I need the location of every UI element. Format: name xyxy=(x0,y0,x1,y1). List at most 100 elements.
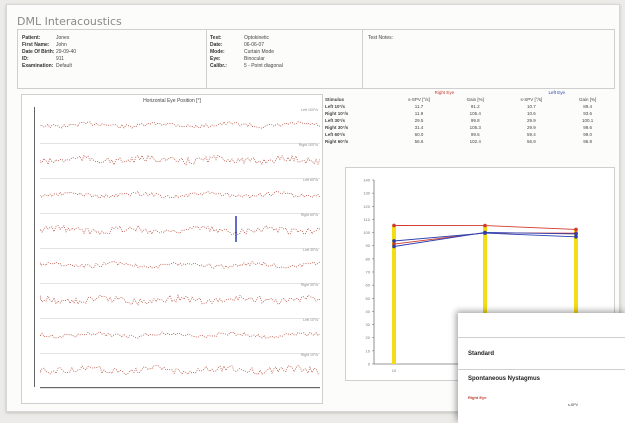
test-key: Test: xyxy=(210,35,222,41)
table-cell: Left 10°/s xyxy=(325,104,346,109)
patient-info: Patient: Jones First Name: John Date Of Birt… xyxy=(22,35,76,70)
eye-position-plot: Horizontal Eye Position [°] Left 100°/s R… xyxy=(21,94,323,404)
series-point xyxy=(392,244,396,249)
test-value: 5 - Point diagonal xyxy=(244,63,283,69)
patient-row: First Name: John xyxy=(22,42,76,49)
table-cell: 99.5 xyxy=(470,132,480,137)
strip-label: Left 10°/s xyxy=(303,318,318,322)
table-cell: 100.1 xyxy=(581,118,594,123)
test-notes-label: Test Notes: xyxy=(368,35,394,41)
table-header-cell: Gain [%] xyxy=(466,97,484,102)
gain-chart-svg: 0102030405060708090100110120130140103060 xyxy=(363,178,596,373)
table-cell: 105.3 xyxy=(469,125,481,130)
test-key: Eye: xyxy=(210,56,221,62)
strip-label: Left 60°/s xyxy=(303,178,318,182)
y-tick-label: 90 xyxy=(366,243,371,248)
table-header-cell: Gain [%] xyxy=(578,97,597,102)
inset-standard-label: Standard xyxy=(468,351,495,357)
inset-title: Spontaneous Nystagmus xyxy=(468,376,541,382)
table-cell: 99.6 xyxy=(583,125,592,130)
strip-label: Right 100°/s xyxy=(298,143,318,147)
series-point xyxy=(574,232,578,236)
trace-strip: Right 100°/s xyxy=(39,142,321,179)
eye-trace-line xyxy=(39,154,321,166)
trace-strip: Left 60°/s xyxy=(39,177,321,214)
eye-trace-line xyxy=(39,261,321,269)
table-cell: 91.2 xyxy=(470,104,480,109)
patient-value: 911 xyxy=(56,56,64,62)
strip-label: Right 10°/s xyxy=(300,353,318,357)
y-tick-label: 80 xyxy=(366,256,371,261)
table-cell: 99.8 xyxy=(470,118,480,123)
patient-key: Date Of Birth: xyxy=(22,49,55,55)
series-point xyxy=(483,223,487,228)
table-header-cell: Stimulus xyxy=(325,97,345,102)
report-header: Patient: Jones First Name: John Date Of Birt… xyxy=(17,29,615,89)
test-row: Date: 06-06-07 xyxy=(210,42,283,49)
trace-svg xyxy=(39,121,321,129)
table-cell: 10.6 xyxy=(527,111,536,116)
series-point xyxy=(574,227,578,232)
table-cell: 105.4 xyxy=(469,111,481,116)
test-row: Test: Optokinetic xyxy=(210,35,283,42)
eye-trace-line xyxy=(39,121,321,129)
table-row: Right 10°/s 11.9 105.4 10.6 93.6 xyxy=(323,110,613,117)
test-value: Curtain Mode xyxy=(244,49,275,55)
test-value: 06-06-07 xyxy=(244,42,265,48)
table-cell: 11.9 xyxy=(414,111,424,116)
test-info: Test: Optokinetic Date: 06-06-07 Mode: Curtai… xyxy=(210,35,283,70)
trace-svg xyxy=(39,190,321,199)
test-row: Eye: Binocular xyxy=(210,56,283,63)
strip-label: Right 30°/s xyxy=(300,283,318,287)
y-tick-label: 70 xyxy=(366,270,371,275)
trace-strip: Right 60°/s xyxy=(39,212,321,249)
eye-trace-line xyxy=(39,294,321,306)
strip-label: Left 30°/s xyxy=(303,248,318,252)
patient-row: Examination: Default xyxy=(22,63,76,70)
table-cell: Left 30°/s xyxy=(325,118,346,123)
y-tick-label: 0 xyxy=(368,362,371,367)
test-value: Binocular xyxy=(244,56,265,62)
table-cell: 99.0 xyxy=(583,132,592,137)
trace-svg xyxy=(39,331,321,339)
test-row: Calibr.: 5 - Point diagonal xyxy=(210,63,283,70)
plot-title: Horizontal Eye Position [°] xyxy=(143,98,201,104)
table-cell: 89.4 xyxy=(583,104,592,109)
trace-svg xyxy=(39,154,321,166)
brand-title: DML Interacoustics xyxy=(17,15,122,28)
patient-key: ID: xyxy=(22,56,29,62)
table-row: Right 30°/s 31.4 105.3 29.9 99.6 xyxy=(323,124,613,131)
trace-strip: Left 10°/s xyxy=(39,317,321,354)
table-cell: Right 60°/s xyxy=(325,139,349,144)
x-tick-label: 10 xyxy=(392,368,397,373)
table-cell: Right 30°/s xyxy=(325,125,349,130)
strip-label: Right 60°/s xyxy=(300,213,318,217)
table-row: Left 60°/s 60.0 99.5 59.4 99.0 xyxy=(323,131,613,138)
table-cell: 29.9 xyxy=(527,125,536,130)
trace-svg xyxy=(39,261,321,269)
eye-trace-line xyxy=(39,190,321,199)
series-point xyxy=(574,234,578,239)
patient-value: 29-09-40 xyxy=(56,49,77,55)
table-cell: 56.9 xyxy=(527,139,536,144)
y-tick-label: 40 xyxy=(366,309,371,314)
table-cell: 29.5 xyxy=(414,118,424,123)
table-row: Left 30°/s 29.5 99.8 29.9 100.1 xyxy=(323,117,613,124)
right-eye-header: Right Eye xyxy=(434,90,455,95)
trace-svg xyxy=(39,294,321,306)
y-tick-label: 110 xyxy=(364,217,371,222)
y-tick-label: 140 xyxy=(363,178,370,183)
table-cell: 102.4 xyxy=(469,139,481,144)
patient-row: Date Of Birth: 29-09-40 xyxy=(22,49,76,56)
table-cell: 96.8 xyxy=(583,139,592,144)
trace-strip: Left 100°/s xyxy=(39,107,321,144)
patient-value: John xyxy=(56,42,67,48)
table-cell: 31.4 xyxy=(414,125,424,130)
test-row: Mode: Curtain Mode xyxy=(210,49,283,56)
table-header-cell: s-SPV [°/s] xyxy=(520,97,543,102)
y-tick-label: 20 xyxy=(366,335,371,340)
patient-value: Jones xyxy=(56,35,70,41)
inset-column-label: s-SPV xyxy=(568,403,578,407)
eye-trace-line xyxy=(39,365,321,376)
test-key: Calibr.: xyxy=(210,63,227,69)
